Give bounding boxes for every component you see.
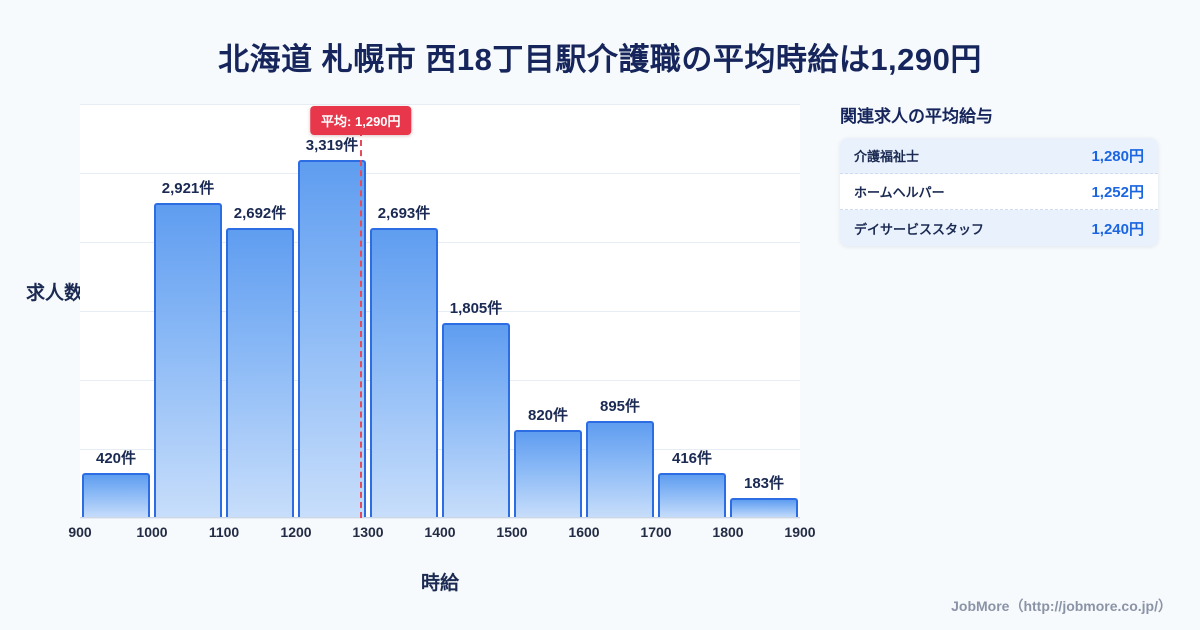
job-title-label: ホームヘルパー (854, 185, 945, 200)
related-salary-row: 介護福祉士 1,280円 (840, 138, 1158, 174)
x-tick-1200: 1200 (280, 524, 312, 540)
average-badge: 平均: 1,290円 (310, 106, 412, 135)
bar-value-label: 2,693件 (377, 205, 431, 222)
gridline (80, 242, 800, 243)
x-tick-1600: 1600 (568, 524, 600, 540)
x-axis-line (80, 517, 800, 518)
x-tick-1100: 1100 (208, 524, 240, 540)
x-tick-1300: 1300 (352, 524, 384, 540)
salary-value: 1,252円 (1091, 184, 1144, 201)
bar-value-label: 3,319件 (305, 137, 359, 154)
gridline (80, 449, 800, 450)
gridline (80, 173, 800, 174)
x-tick-1900: 1900 (784, 524, 816, 540)
bar-value-label: 183件 (743, 475, 785, 492)
x-axis-ticks: 900 1000 1100 1200 1300 1400 1500 1600 1700 1800 1… (68, 524, 815, 544)
histogram-bar-1600 (586, 421, 654, 518)
bar-value-label: 1,805件 (449, 300, 503, 317)
histogram-bar-1800 (730, 498, 798, 518)
gridline (80, 380, 800, 381)
job-title-label: 介護福祉士 (854, 149, 920, 164)
histogram-bar-1500 (514, 430, 582, 518)
bar-value-label: 2,921件 (161, 180, 215, 197)
related-salary-panel: 介護福祉士 1,280円ホームヘルパー 1,252円デイサービススタッフ 1,240円 (840, 138, 1158, 246)
bar-value-label: 420件 (95, 450, 137, 467)
y-axis-label: 求人数 (26, 283, 84, 304)
average-line (359, 130, 362, 518)
bar-value-label: 820件 (527, 407, 569, 424)
histogram-bar-900 (82, 473, 150, 518)
x-axis-label: 時給 (420, 573, 459, 594)
histogram-bar-1100 (226, 228, 294, 518)
bar-value-label: 2,692件 (233, 205, 287, 222)
gridline (80, 311, 800, 312)
related-panel-title: 関連求人の平均給与 (840, 107, 993, 126)
histogram-plot: 平均: 1,290円 420件 2,921件 2,692件 3,319件 2,693件 1… (80, 104, 800, 519)
histogram-bar-1300 (370, 228, 438, 518)
bar-value-label: 895件 (599, 398, 641, 415)
related-salary-row: デイサービススタッフ 1,240円 (840, 210, 1158, 246)
x-tick-1500: 1500 (496, 524, 528, 540)
page-title: 北海道 札幌市 西18丁目駅介護職の平均時給は1,290円 (218, 42, 982, 77)
x-tick-900: 900 (68, 524, 92, 540)
gridline (80, 104, 800, 105)
histogram-bar-1000 (154, 203, 222, 518)
related-salary-row: ホームヘルパー 1,252円 (840, 174, 1158, 210)
job-title-label: デイサービススタッフ (854, 221, 985, 237)
salary-value: 1,280円 (1091, 148, 1144, 165)
salary-value: 1,240円 (1091, 220, 1144, 238)
histogram-bar-1200 (298, 160, 366, 518)
x-tick-1700: 1700 (640, 524, 672, 540)
histogram-bar-1700 (658, 473, 726, 518)
histogram-bar-1400 (442, 323, 510, 518)
footer-credit: JobMore（http://jobmore.co.jp/） (951, 598, 1172, 614)
x-tick-1800: 1800 (712, 524, 744, 540)
x-tick-1400: 1400 (424, 524, 456, 540)
bar-value-label: 416件 (671, 450, 713, 467)
x-tick-1000: 1000 (136, 524, 168, 540)
gridline (80, 518, 800, 519)
